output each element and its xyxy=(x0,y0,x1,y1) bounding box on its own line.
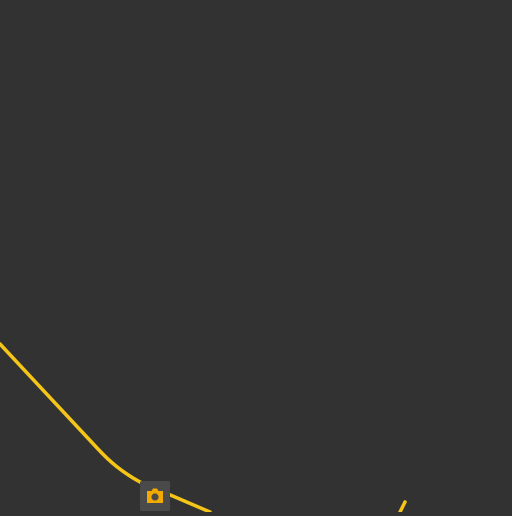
road-main[interactable] xyxy=(0,342,212,514)
road-spur[interactable] xyxy=(398,500,407,514)
poi-marker-camera[interactable] xyxy=(140,481,170,511)
camera-icon xyxy=(147,488,163,503)
